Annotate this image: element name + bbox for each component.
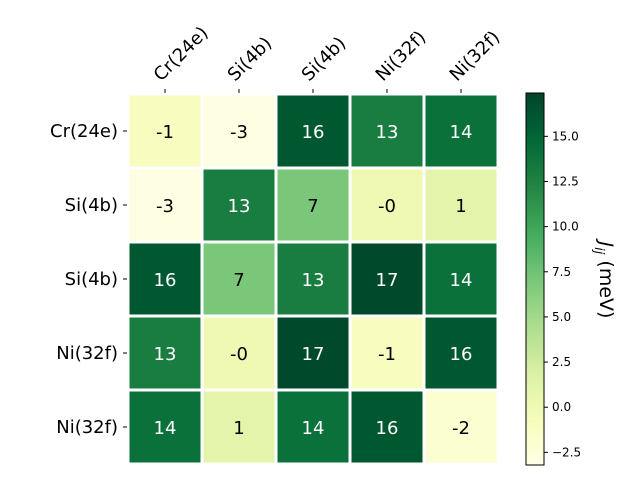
heatmap-cell: -1	[129, 95, 201, 167]
x-axis-ticks: Cr(24e) Si(4b) Si(4b) Ni(32f) Ni(32f)	[150, 23, 505, 93]
cell-value: 13	[228, 196, 251, 217]
cell-value: -2	[452, 418, 470, 439]
colorbar-tick-label: 12.5	[552, 174, 579, 188]
heatmap-cell: 13	[203, 169, 275, 241]
colorbar-tick-label: 5.0	[552, 310, 571, 324]
heatmap-cell: 1	[425, 169, 497, 241]
heatmap-cell: 14	[425, 243, 497, 315]
heatmap-cell: 14	[129, 391, 201, 463]
x-tick-label: Ni(32f)	[372, 27, 431, 86]
heatmap-cell: -3	[203, 95, 275, 167]
colorbar-tick-label: −2.5	[552, 445, 581, 459]
y-tick-label: Si(4b)	[65, 195, 118, 216]
heatmap-cell: -0	[351, 169, 423, 241]
cell-value: 7	[233, 270, 244, 291]
colorbar-tick-label: 0.0	[552, 400, 571, 414]
cell-value: -1	[378, 344, 396, 365]
cell-value: -3	[156, 196, 174, 217]
cell-value: -1	[156, 122, 174, 143]
x-tick-label: Ni(32f)	[446, 27, 505, 86]
cell-value: -0	[378, 196, 396, 217]
cell-value: 17	[302, 344, 325, 365]
heatmap-cell: 1	[203, 391, 275, 463]
cell-value: 16	[376, 418, 399, 439]
heatmap-cell: 16	[425, 317, 497, 389]
heatmap-cell: 14	[425, 95, 497, 167]
colorbar-title: Jij (meV)	[591, 238, 617, 319]
heatmap-cell: 14	[277, 391, 349, 463]
heatmap-cell: 17	[351, 243, 423, 315]
x-tick-label: Si(4b)	[224, 33, 277, 86]
heatmap-cell: -3	[129, 169, 201, 241]
colorbar-tick-label: 15.0	[552, 129, 579, 143]
cell-value: 16	[450, 344, 473, 365]
y-tick-label: Cr(24e)	[50, 121, 118, 142]
cell-value: 13	[376, 122, 399, 143]
cell-value: 14	[450, 122, 473, 143]
colorbar: −2.5 0.0 2.5 5.0 7.5 10.0 12.5 15.0 Jij (meV)	[525, 92, 617, 466]
cell-value: 13	[302, 270, 325, 291]
heatmap-cell: -1	[351, 317, 423, 389]
heatmap-cells: -1 -3 16 13 14 -3 13 7 -0 1 16 7 13 17 14 13 -0 17 -1 16 14 1…	[129, 95, 497, 463]
colorbar-gradient	[525, 92, 545, 466]
colorbar-tick-label: 10.0	[552, 220, 579, 234]
cell-value: 16	[154, 270, 177, 291]
y-tick-label: Si(4b)	[65, 269, 118, 290]
x-tick-label: Cr(24e)	[150, 23, 213, 86]
heatmap-cell: 13	[277, 243, 349, 315]
cell-value: 14	[302, 418, 325, 439]
cell-value: -3	[230, 122, 248, 143]
cell-value: 1	[233, 418, 244, 439]
heatmap-cell: 7	[203, 243, 275, 315]
x-tick-label: Si(4b)	[298, 33, 351, 86]
heatmap-cell: 16	[351, 391, 423, 463]
cell-value: -0	[230, 344, 248, 365]
cell-value: 7	[307, 196, 318, 217]
heatmap-cell: 7	[277, 169, 349, 241]
colorbar-tick-label: 2.5	[552, 355, 571, 369]
heatmap-cell: 17	[277, 317, 349, 389]
y-tick-label: Ni(32f)	[56, 417, 118, 438]
cell-value: 14	[450, 270, 473, 291]
heatmap-cell: 13	[129, 317, 201, 389]
heatmap-cell: 13	[351, 95, 423, 167]
cell-value: 1	[455, 196, 466, 217]
colorbar-tick-label: 7.5	[552, 265, 571, 279]
cell-value: 16	[302, 122, 325, 143]
y-axis-ticks: Cr(24e) Si(4b) Si(4b) Ni(32f) Ni(32f)	[50, 121, 127, 438]
cell-value: 17	[376, 270, 399, 291]
cell-value: 14	[154, 418, 177, 439]
cell-value: 13	[154, 344, 177, 365]
heatmap-cell: 16	[129, 243, 201, 315]
y-tick-label: Ni(32f)	[56, 343, 118, 364]
heatmap-cell: 16	[277, 95, 349, 167]
heatmap-cell: -2	[425, 391, 497, 463]
heatmap-cell: -0	[203, 317, 275, 389]
